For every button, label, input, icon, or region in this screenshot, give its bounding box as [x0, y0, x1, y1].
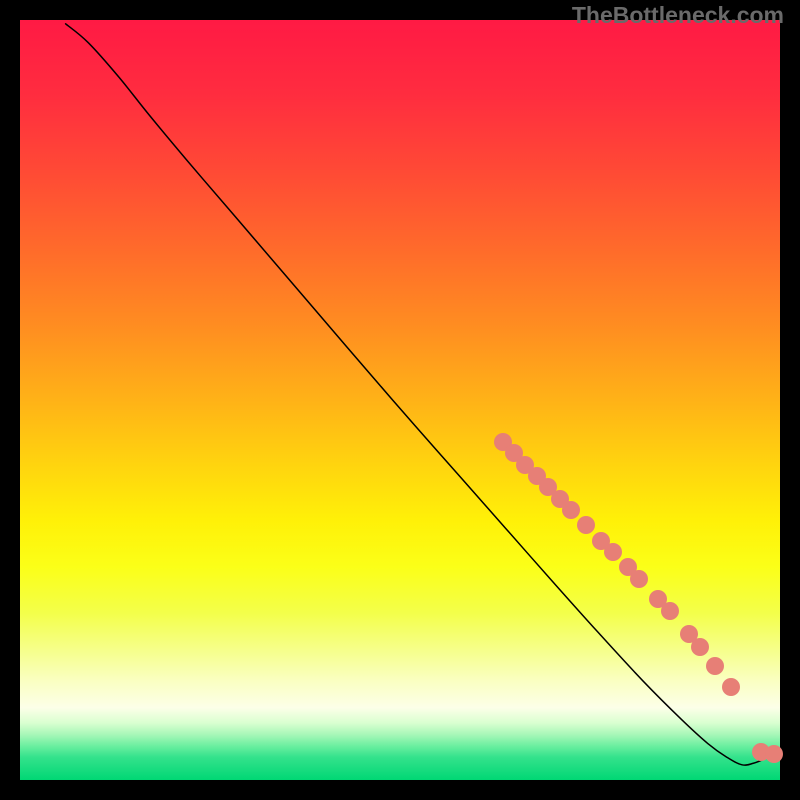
data-marker: [562, 501, 580, 519]
data-marker: [604, 543, 622, 561]
data-marker: [765, 745, 783, 763]
data-marker: [722, 678, 740, 696]
data-marker: [691, 638, 709, 656]
curve-layer: [20, 20, 780, 780]
plot-area: [20, 20, 780, 780]
bottleneck-curve: [66, 24, 774, 765]
data-marker: [706, 657, 724, 675]
data-marker: [577, 516, 595, 534]
data-marker: [630, 570, 648, 588]
watermark-text: TheBottleneck.com: [572, 2, 784, 29]
chart-root: TheBottleneck.com: [0, 0, 800, 800]
data-marker: [661, 602, 679, 620]
